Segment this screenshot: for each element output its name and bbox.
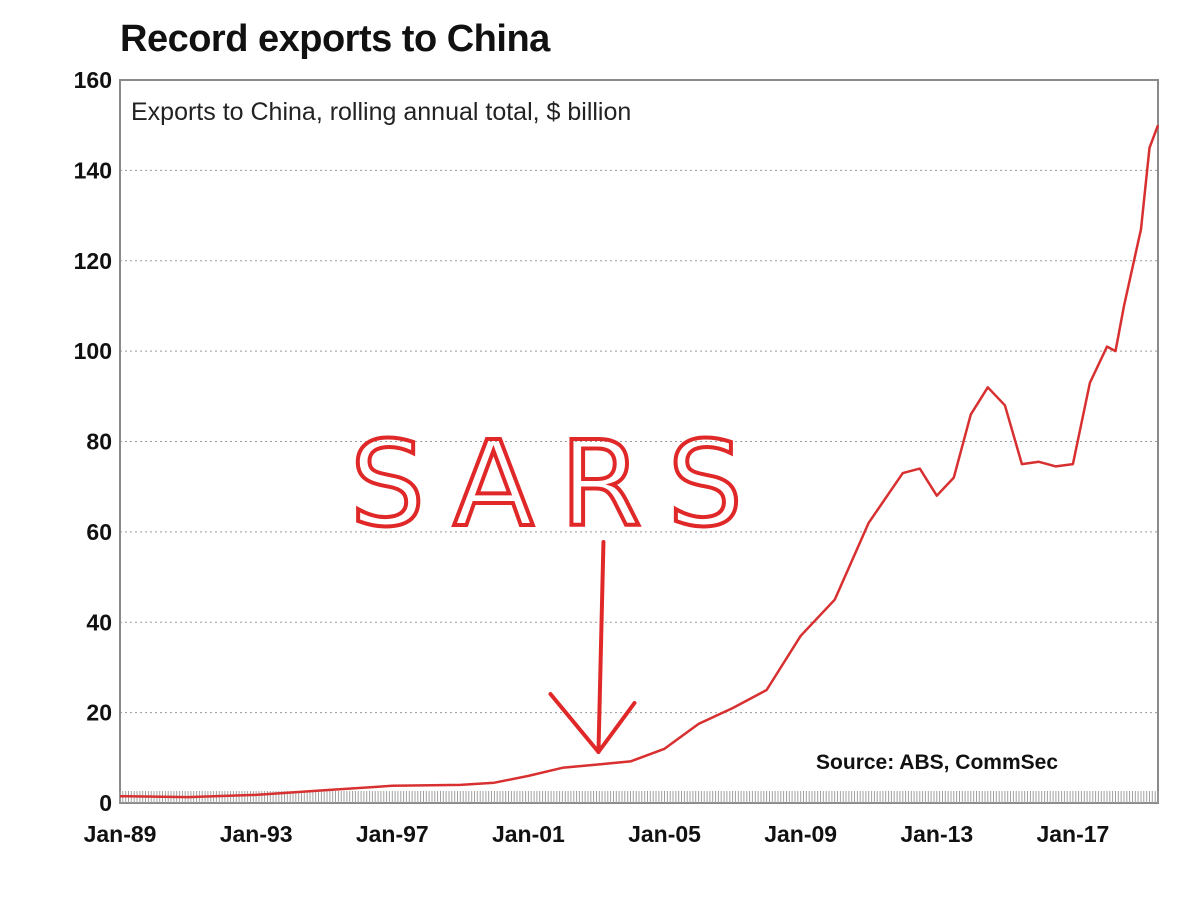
y-tick-label-20: 20: [86, 700, 112, 726]
x-tick-label-Jan-97: Jan-97: [356, 821, 429, 847]
sars-annotation: SARS: [350, 415, 769, 553]
x-tick-label-Jan-01: Jan-01: [492, 821, 565, 847]
x-tick-label-Jan-17: Jan-17: [1036, 821, 1109, 847]
sars-arrow-shaft: [596, 540, 606, 754]
x-tick-label-Jan-89: Jan-89: [84, 821, 157, 847]
y-tick-label-100: 100: [74, 338, 112, 364]
y-tick-label-140: 140: [74, 157, 112, 183]
x-axis-ticks: Jan-89 Jan-93 Jan-97 Jan-01 Jan-05 Jan-09 Jan-…: [84, 821, 1110, 847]
gridlines: [120, 169, 1158, 714]
sars-arrow-head: [548, 692, 637, 754]
series-layer: [119, 124, 1160, 799]
chart-subtitle: Exports to China, rolling annual total, …: [131, 98, 631, 126]
series-line-0: [119, 124, 1160, 799]
y-tick-label-160: 160: [74, 67, 112, 93]
y-tick-label-40: 40: [86, 609, 112, 635]
source-note: Source: ABS, CommSec: [816, 751, 1058, 774]
x-tick-label-Jan-05: Jan-05: [628, 821, 701, 847]
y-tick-label-80: 80: [86, 429, 112, 455]
x-tick-label-Jan-13: Jan-13: [900, 821, 973, 847]
y-tick-label-60: 60: [86, 519, 112, 545]
x-tick-label-Jan-93: Jan-93: [220, 821, 293, 847]
x-tick-label-Jan-09: Jan-09: [764, 821, 837, 847]
chart-title: Record exports to China: [120, 18, 550, 60]
y-tick-label-120: 120: [74, 248, 112, 274]
y-tick-label-0: 0: [99, 790, 112, 816]
y-axis-ticks: 0 20 40 60 80 100 120 140 160: [74, 67, 112, 816]
sars-arrow: [548, 540, 637, 754]
